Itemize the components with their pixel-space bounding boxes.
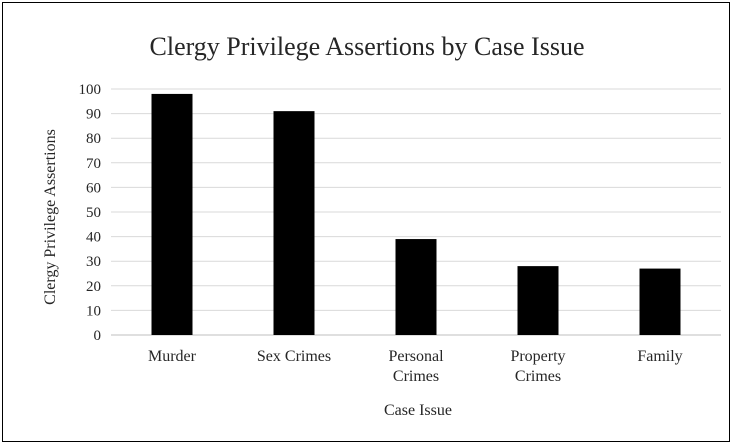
gridlines — [111, 88, 721, 336]
y-tick-label: 10 — [86, 303, 101, 319]
y-tick-label: 0 — [94, 328, 102, 344]
x-category-label: Personal — [388, 348, 444, 365]
x-category-label: Family — [637, 348, 682, 365]
bar — [395, 239, 437, 335]
y-tick-label: 50 — [86, 205, 101, 221]
chart-title: Clergy Privilege Assertions by Case Issu… — [150, 32, 585, 61]
y-tick-label: 90 — [86, 107, 101, 123]
x-category-label: Sex Crimes — [257, 348, 331, 365]
y-axis-ticks: 0 10 20 30 40 50 60 70 80 90 100 — [79, 82, 102, 344]
y-tick-label: 40 — [86, 230, 101, 246]
y-tick-label: 60 — [86, 180, 101, 196]
x-axis-title: Case Issue — [384, 402, 452, 419]
x-category-label: Murder — [148, 348, 197, 365]
bar — [273, 111, 315, 335]
bar — [151, 93, 193, 335]
bars — [151, 93, 681, 335]
x-category-label: Crimes — [515, 368, 561, 385]
bar — [639, 268, 681, 335]
x-category-label: Property — [510, 348, 565, 365]
y-axis-title: Clergy Privilege Assertions — [42, 129, 59, 305]
chart-frame: Clergy Privilege Assertions by Case Issu… — [2, 2, 730, 442]
bar — [517, 266, 559, 335]
y-tick-label: 30 — [86, 254, 101, 270]
y-tick-label: 80 — [86, 131, 101, 147]
y-tick-label: 70 — [86, 156, 101, 172]
x-axis-categories: Murder Sex Crimes Personal Crimes Property Cr… — [148, 348, 683, 385]
bar-chart: Clergy Privilege Assertions by Case Issu… — [42, 32, 721, 419]
y-tick-label: 100 — [79, 82, 102, 98]
y-tick-label: 20 — [86, 279, 101, 295]
x-category-label: Crimes — [393, 368, 439, 385]
